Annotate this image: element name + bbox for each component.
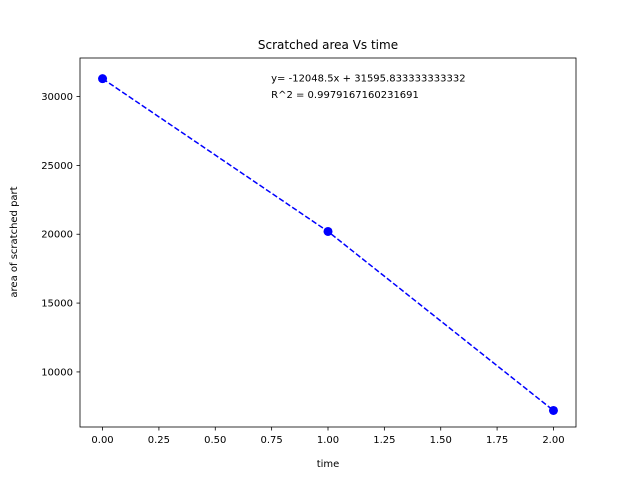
x-tick-label: 1.75: [486, 435, 508, 446]
chart-title: Scratched area Vs time: [258, 38, 398, 52]
x-tick-label: 0.00: [91, 435, 113, 446]
annotation-0: y= -12048.5x + 31595.833333333332: [271, 73, 465, 84]
x-tick-label: 1.25: [373, 435, 395, 446]
x-axis-label: time: [317, 459, 340, 470]
x-tick-label: 1.00: [317, 435, 339, 446]
data-point-0: [98, 74, 108, 84]
annotation-1: R^2 = 0.9979167160231691: [271, 90, 419, 101]
x-tick-label: 0.75: [261, 435, 283, 446]
y-tick-label: 30000: [41, 92, 73, 103]
x-tick-label: 0.25: [148, 435, 170, 446]
data-point-2: [548, 405, 558, 415]
plot-area: 0.00 0.25 0.50 0.75 1.00 1.25 1.50 1.75 2.00 1000…: [41, 57, 577, 446]
y-tick-label: 15000: [41, 299, 73, 310]
y-axis-label: area of scratched part: [9, 186, 20, 297]
x-tick-label: 0.50: [204, 435, 226, 446]
y-tick-label: 20000: [41, 230, 73, 241]
y-tick-label: 10000: [41, 367, 73, 378]
x-tick-label: 1.50: [430, 435, 452, 446]
x-tick-label: 2.00: [542, 435, 564, 446]
data-point-1: [323, 226, 333, 236]
y-tick-label: 25000: [41, 161, 73, 172]
annotations: y= -12048.5x + 31595.833333333332 R^2 = 0…: [271, 73, 465, 101]
